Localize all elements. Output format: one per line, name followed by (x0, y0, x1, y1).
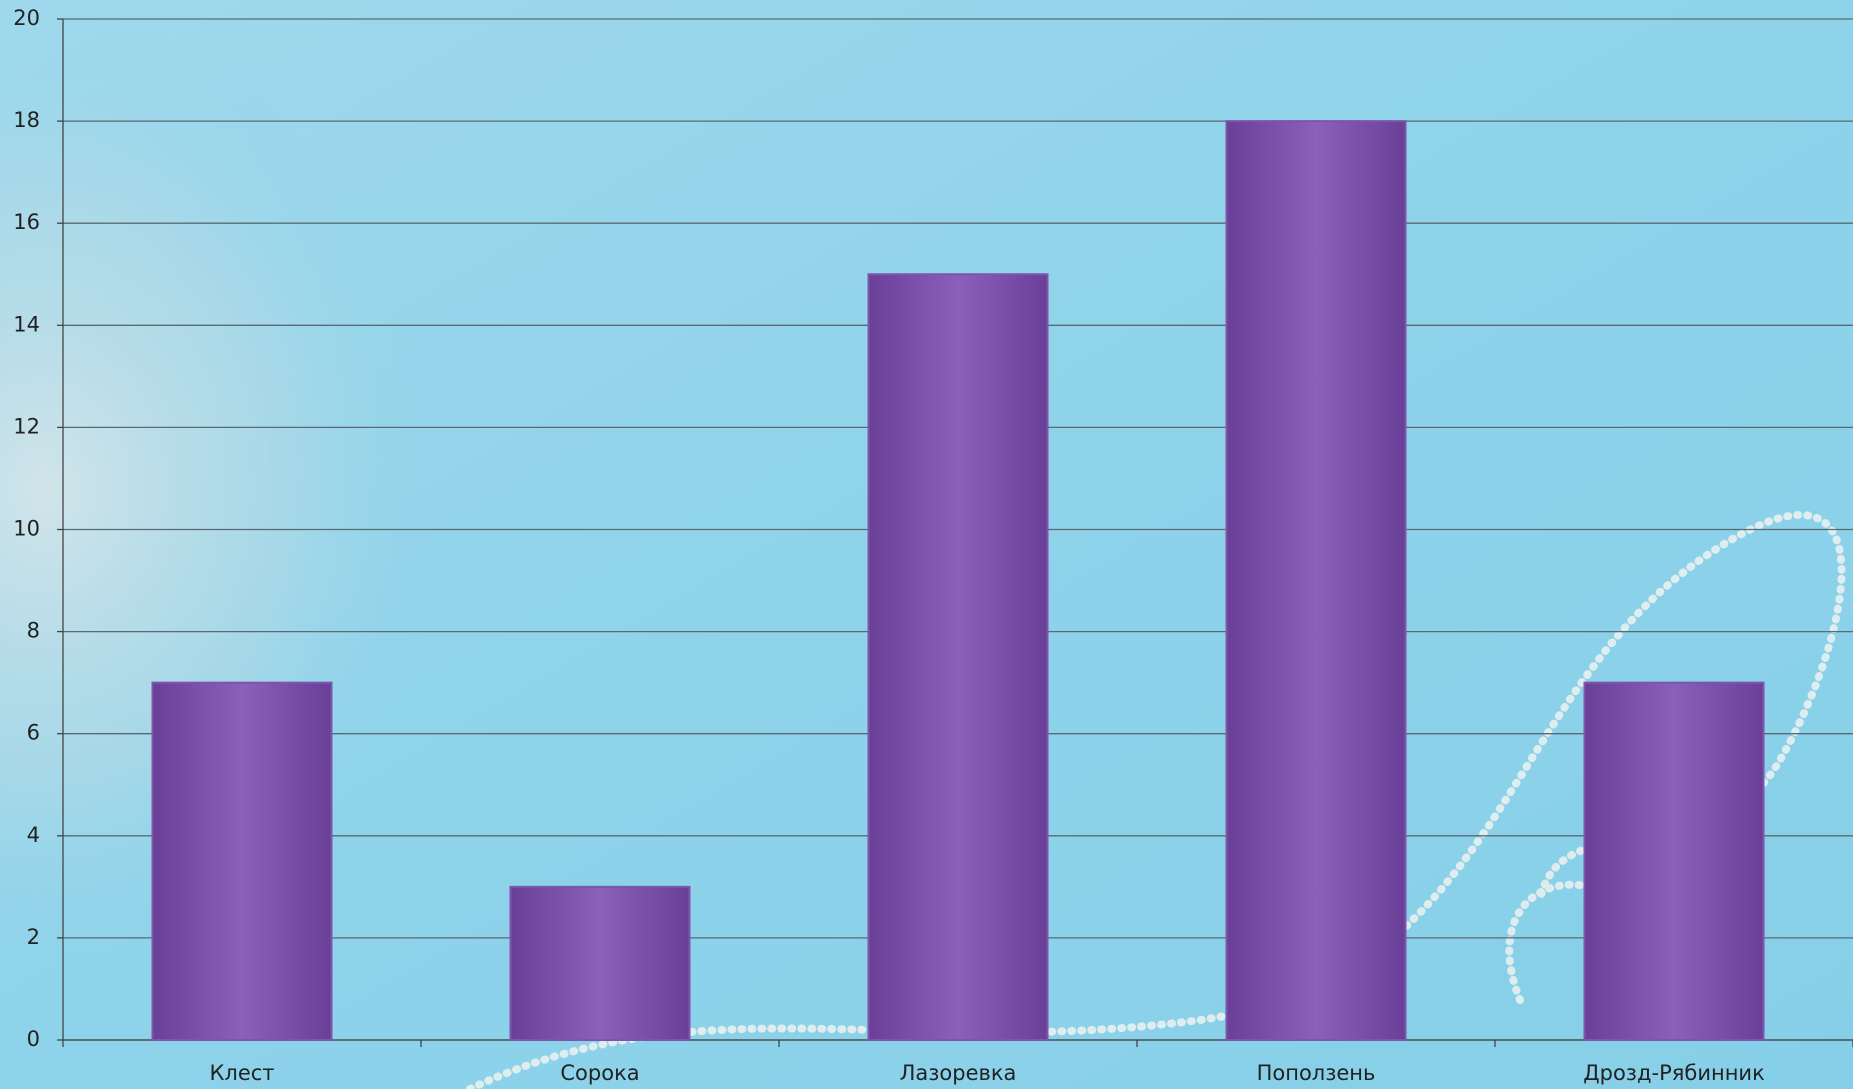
x-tick-label: Дрозд-Рябинник (1583, 1061, 1765, 1085)
labels: 0 2 4 6 8 10 12 14 16 18 20 Клест Сорока Лазоревка Поп… (13, 6, 1765, 1085)
y-tick-label: 12 (13, 414, 40, 438)
y-tick-label: 4 (27, 823, 40, 847)
y-tick-label: 6 (27, 721, 40, 745)
x-tick-label: Клест (209, 1061, 274, 1085)
x-tick-label: Лазоревка (900, 1061, 1017, 1085)
bar (151, 681, 333, 1042)
bar (509, 885, 691, 1041)
y-tick-label: 0 (27, 1027, 40, 1051)
bar (867, 273, 1049, 1041)
y-tick-label: 14 (13, 312, 40, 336)
y-tick-label: 10 (13, 517, 40, 541)
bar (1225, 120, 1407, 1042)
background-scene (0, 0, 900, 1089)
bars (151, 120, 1765, 1042)
y-tick-label: 8 (27, 619, 40, 643)
y-tick-label: 2 (27, 925, 40, 949)
y-tick-label: 18 (13, 108, 40, 132)
x-tick-label: Поползень (1257, 1061, 1376, 1085)
x-tick-label: Сорока (560, 1061, 639, 1085)
y-tick-label: 20 (13, 6, 40, 30)
y-tick-label: 16 (13, 210, 40, 234)
bar (1583, 681, 1765, 1042)
